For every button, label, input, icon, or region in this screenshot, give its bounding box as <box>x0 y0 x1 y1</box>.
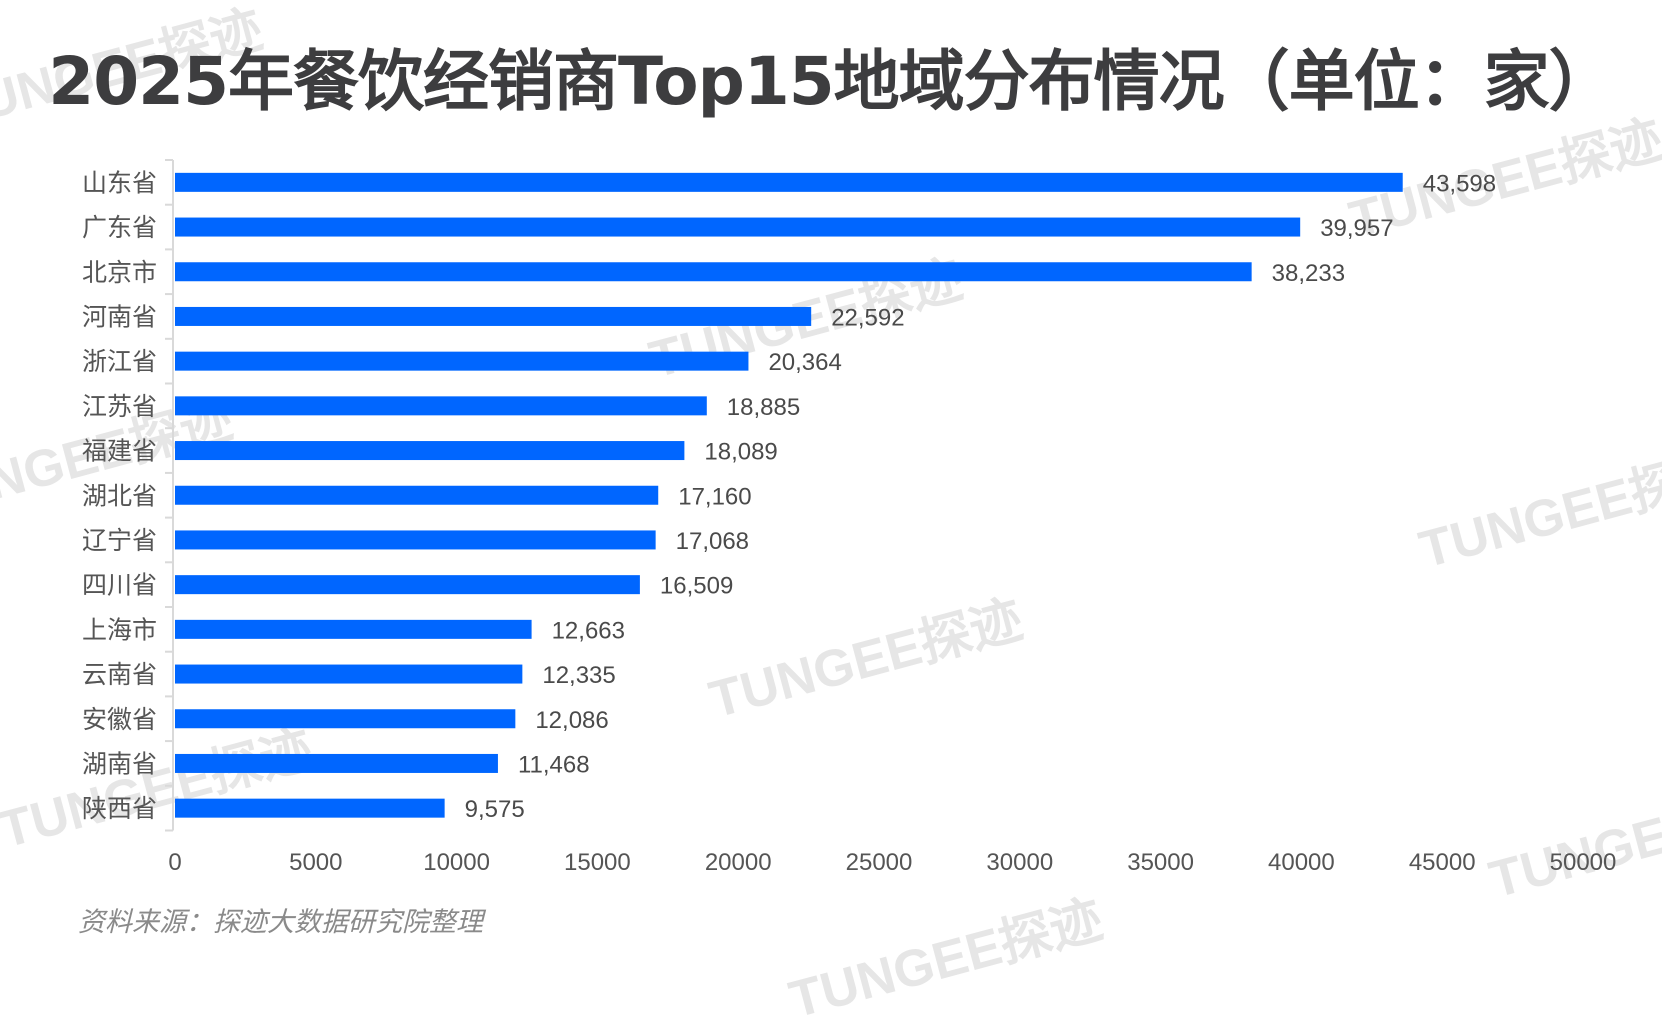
category-label: 山东省 <box>82 168 157 197</box>
category-label: 北京市 <box>82 258 157 287</box>
data-label: 43,598 <box>1423 170 1496 197</box>
bar <box>175 172 1403 192</box>
data-label: 12,335 <box>542 662 615 689</box>
x-tick-label: 0 <box>168 849 181 876</box>
category-label: 上海市 <box>82 615 157 644</box>
category-label: 四川省 <box>82 571 157 600</box>
data-label: 12,663 <box>552 617 625 644</box>
x-tick-label: 40000 <box>1268 849 1335 876</box>
category-label: 陕西省 <box>82 794 157 823</box>
category-label: 福建省 <box>82 437 157 466</box>
bar <box>175 619 532 639</box>
x-tick-label: 50000 <box>1550 849 1617 876</box>
bar <box>175 351 749 371</box>
bar-chart: 山东省 43,598 广东省 39,957 北京市 38,233 河南省 22,592 浙江省 2… <box>82 159 1617 876</box>
x-tick-label: 5000 <box>289 849 342 876</box>
category-label: 湖北省 <box>82 481 157 510</box>
bar <box>175 798 445 818</box>
bar <box>175 709 516 729</box>
bar <box>175 664 523 684</box>
bar <box>175 485 659 505</box>
data-label: 20,364 <box>768 349 841 376</box>
data-label: 39,957 <box>1320 215 1393 242</box>
category-label: 浙江省 <box>82 347 157 376</box>
data-label: 16,509 <box>660 573 733 600</box>
data-label: 12,086 <box>535 707 608 734</box>
x-tick-label: 25000 <box>846 849 913 876</box>
x-tick-label: 30000 <box>986 849 1053 876</box>
category-label: 辽宁省 <box>82 526 157 555</box>
data-label: 17,160 <box>678 483 751 510</box>
bar <box>175 217 1301 237</box>
source-note: 资料来源：探迹大数据研究院整理 <box>78 907 483 938</box>
data-label: 38,233 <box>1272 260 1345 287</box>
bar <box>175 396 707 416</box>
data-label: 18,885 <box>727 394 800 421</box>
x-tick-label: 45000 <box>1409 849 1476 876</box>
bar <box>175 306 812 326</box>
bar <box>175 262 1252 282</box>
chart-title: 2025年餐饮经销商Top15地域分布情况（单位：家） <box>48 43 1614 120</box>
category-label: 云南省 <box>82 660 157 689</box>
data-label: 11,468 <box>518 751 590 778</box>
x-tick-label: 10000 <box>423 849 490 876</box>
category-label: 安徽省 <box>82 705 157 734</box>
data-label: 22,592 <box>831 304 904 331</box>
data-label: 9,575 <box>465 796 525 823</box>
x-tick-label: 15000 <box>564 849 631 876</box>
category-label: 江苏省 <box>82 392 157 421</box>
x-tick-label: 20000 <box>705 849 772 876</box>
data-label: 18,089 <box>704 439 777 466</box>
bar <box>175 441 685 461</box>
data-label: 17,068 <box>676 528 749 555</box>
bar <box>175 753 498 773</box>
category-label: 河南省 <box>82 302 157 331</box>
bar <box>175 530 656 550</box>
category-label: 湖南省 <box>82 749 157 778</box>
bar <box>175 575 640 595</box>
category-label: 广东省 <box>82 213 157 242</box>
x-tick-label: 35000 <box>1127 849 1194 876</box>
